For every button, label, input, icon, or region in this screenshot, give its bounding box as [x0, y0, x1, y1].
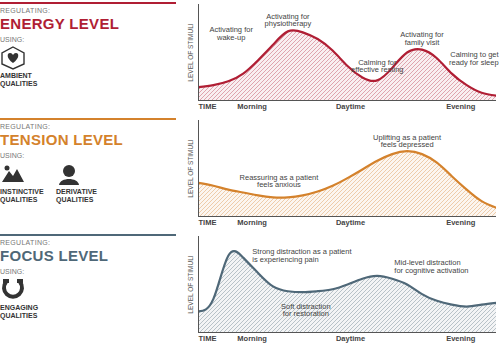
html-text:REGULATING:: REGULATING:: [0, 7, 51, 14]
svg-text:Uplifting as a patientfeels de: Uplifting as a patientfeels depressed: [373, 133, 442, 150]
svg-text:Daytime: Daytime: [336, 334, 365, 343]
svg-text:Soft distractionfor restoratio: Soft distractionfor restoration: [281, 302, 331, 319]
html-text:USING:: USING:: [0, 268, 25, 275]
html-text:ENERGY LEVEL: ENERGY LEVEL: [0, 15, 120, 32]
html-text:TENSION LEVEL: TENSION LEVEL: [0, 131, 124, 148]
html-text:REGULATING:: REGULATING:: [0, 239, 51, 246]
svg-text:TIME: TIME: [199, 102, 217, 111]
svg-text:Daytime: Daytime: [336, 102, 365, 111]
html-text:DERIVATIVE QUALITIES: DERIVATIVE QUALITIES: [56, 188, 97, 203]
svg-text:Evening: Evening: [446, 102, 476, 111]
svg-text:Calming foreffective resting: Calming foreffective resting: [351, 58, 403, 75]
svg-text:Mid-level distractionfor cogni: Mid-level distractionfor cognitive activ…: [394, 258, 468, 275]
html-text:FOCUS LEVEL: FOCUS LEVEL: [0, 247, 109, 264]
svg-text:TIME: TIME: [199, 334, 217, 343]
svg-text:Activating forfamily visit: Activating forfamily visit: [400, 30, 444, 47]
html-text:ENGAGING QUALITIES: ENGAGING QUALITIES: [0, 304, 39, 319]
svg-text:Evening: Evening: [446, 334, 476, 343]
svg-text:Morning: Morning: [237, 102, 267, 111]
html-text:USING:: USING:: [0, 152, 25, 159]
svg-text:Morning: Morning: [237, 334, 267, 343]
svg-text:Activating forphysiotherapy: Activating forphysiotherapy: [265, 12, 312, 28]
svg-text:Daytime: Daytime: [336, 218, 365, 227]
html-text:INSTINCTIVE QUALITIES: INSTINCTIVE QUALITIES: [0, 188, 44, 203]
svg-text:Calming to getready for sleep: Calming to getready for sleep: [449, 50, 500, 67]
svg-text:Activating forwake-up: Activating forwake-up: [210, 25, 254, 42]
svg-text:Strong distraction as a patien: Strong distraction as a patientis experi…: [252, 247, 352, 264]
svg-text:LEVEL OF STIMULI: LEVEL OF STIMULI: [187, 23, 194, 81]
svg-text:Morning: Morning: [237, 218, 267, 227]
svg-text:TIME: TIME: [199, 218, 217, 227]
svg-text:LEVEL OF STIMULI: LEVEL OF STIMULI: [187, 255, 194, 313]
svg-text:Evening: Evening: [446, 218, 476, 227]
html-text:REGULATING:: REGULATING:: [0, 123, 51, 130]
html-text:AMBIENT QUALITIES: AMBIENT QUALITIES: [0, 72, 38, 87]
html-text:USING:: USING:: [0, 36, 25, 43]
svg-text:LEVEL OF STIMULI: LEVEL OF STIMULI: [187, 139, 194, 197]
svg-text:Reassuring as a patientfeels a: Reassuring as a patientfeels anxious: [240, 173, 320, 190]
